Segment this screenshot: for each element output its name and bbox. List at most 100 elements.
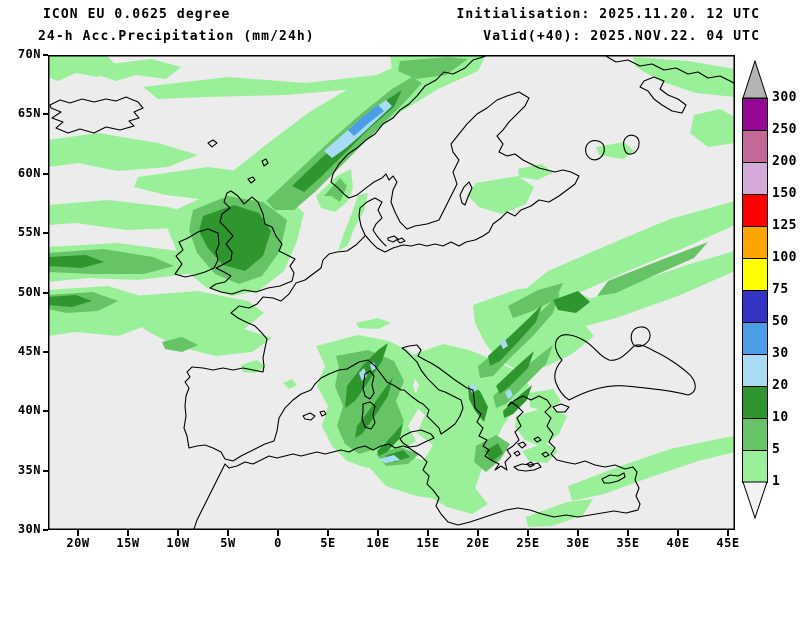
lon-tick-mark xyxy=(427,530,429,536)
precip-layer-30-50mm xyxy=(348,105,384,136)
colorbar-under-arrow xyxy=(742,481,768,523)
lat-tick-mark xyxy=(43,529,48,531)
map-area xyxy=(48,55,735,530)
colorbar-segment xyxy=(742,226,768,259)
model-title: ICON EU 0.0625 degree xyxy=(43,7,231,22)
lon-tick-label: 15W xyxy=(116,536,140,550)
coast-crete xyxy=(513,462,542,472)
colorbar-segment xyxy=(742,322,768,355)
coast-faroe xyxy=(207,139,218,148)
lat-tick-label: 65N xyxy=(17,106,41,121)
lon-tick-mark xyxy=(627,530,629,536)
lake-ladoga xyxy=(585,140,605,161)
lat-tick-label: 70N xyxy=(17,47,41,61)
colorbar-level-label: 20 xyxy=(772,378,789,393)
lat-tick-label: 60N xyxy=(17,165,41,180)
colorbar-level-label: 1 xyxy=(772,474,781,489)
colorbar-segment xyxy=(742,258,768,291)
colorbar-over-arrow xyxy=(742,59,768,103)
lat-tick-mark xyxy=(43,232,48,235)
lat-tick-label: 55N xyxy=(17,225,41,240)
coast-sea-of-azov xyxy=(630,326,651,348)
colorbar-level-label: 50 xyxy=(772,314,789,329)
lon-tick-mark xyxy=(327,530,329,536)
colorbar-segment xyxy=(742,450,768,483)
colorbar-segment xyxy=(742,290,768,323)
init-time: Initialisation: 2025.11.20. 12 UTC xyxy=(456,7,760,22)
colorbar-level-label: 30 xyxy=(772,346,789,361)
coast-sardinia xyxy=(361,401,376,430)
lon-tick-mark xyxy=(677,530,679,536)
lon-tick-label: 10W xyxy=(166,536,190,550)
lon-tick-label: 0 xyxy=(274,536,282,550)
lon-tick-label: 20W xyxy=(66,536,90,550)
coast-cyprus xyxy=(601,472,626,484)
lat-tick-mark xyxy=(43,410,48,413)
coast-aegean-islands xyxy=(513,436,550,468)
coast-scandinavia-baltic xyxy=(330,55,580,253)
coast-marmara xyxy=(552,403,570,413)
coast-white-sea xyxy=(639,76,687,114)
lon-tick-mark xyxy=(727,530,729,536)
colorbar-segment xyxy=(742,418,768,451)
lon-tick-mark xyxy=(527,530,529,536)
lon-tick-label: 45E xyxy=(716,536,740,550)
coast-ireland xyxy=(174,228,220,278)
coast-great-britain xyxy=(209,190,296,295)
lake-onega xyxy=(623,134,640,155)
coast-gotland xyxy=(459,181,473,206)
coastlines xyxy=(49,55,735,530)
lat-tick-mark xyxy=(43,113,48,116)
colorbar-segment xyxy=(742,162,768,195)
lat-tick-mark xyxy=(43,291,48,294)
coast-shetland xyxy=(261,158,269,167)
coast-west-europe-mediterranean-africa xyxy=(183,235,641,530)
lon-tick-label: 20E xyxy=(466,536,490,550)
map-frame xyxy=(48,55,735,530)
colorbar-segment xyxy=(742,386,768,419)
colorbar-level-label: 150 xyxy=(772,186,797,201)
product-title: 24-h Acc.Precipitation (mm/24h) xyxy=(38,29,315,44)
colorbar-level-label: 5 xyxy=(772,442,781,457)
colorbar-level-label: 300 xyxy=(772,90,797,105)
lat-tick-mark xyxy=(43,54,48,56)
coast-corsica xyxy=(362,370,375,400)
lat-tick-label: 30N xyxy=(17,522,41,536)
colorbar-level-label: 75 xyxy=(772,282,789,297)
colorbar-segment xyxy=(742,194,768,227)
coast-sicily xyxy=(399,429,435,448)
coast-balearics xyxy=(302,410,327,421)
lat-tick-label: 35N xyxy=(17,462,41,477)
lon-tick-label: 25E xyxy=(516,536,540,550)
lon-tick-mark xyxy=(577,530,579,536)
lat-tick-mark xyxy=(43,350,48,353)
colorbar-level-label: 10 xyxy=(772,410,789,425)
lat-tick-label: 50N xyxy=(17,284,41,299)
lon-tick-mark xyxy=(77,530,79,536)
coast-kola xyxy=(603,55,735,85)
lat-tick-mark xyxy=(43,469,48,472)
colorbar-level-label: 250 xyxy=(772,122,797,137)
lon-tick-label: 5W xyxy=(220,536,236,550)
coast-danish-isles xyxy=(387,235,406,244)
lon-tick-mark xyxy=(477,530,479,536)
lon-tick-mark xyxy=(377,530,379,536)
colorbar-segment xyxy=(742,130,768,163)
lon-tick-label: 35E xyxy=(616,536,640,550)
colorbar-segment xyxy=(742,354,768,387)
coast-black-sea xyxy=(554,334,696,401)
colorbar-level-label: 100 xyxy=(772,250,797,265)
lon-tick-label: 5E xyxy=(320,536,336,550)
lon-tick-mark xyxy=(277,530,279,536)
valid-time: Valid(+40): 2025.NOV.22. 04 UTC xyxy=(483,29,760,44)
lat-tick-label: 45N xyxy=(17,343,41,358)
colorbar-level-label: 200 xyxy=(772,154,797,169)
lat-tick-mark xyxy=(43,172,48,175)
colorbar-level-label: 125 xyxy=(772,218,797,233)
coast-orkney xyxy=(247,176,256,184)
lon-tick-mark xyxy=(127,530,129,536)
colorbar-segment xyxy=(742,98,768,131)
lon-tick-mark xyxy=(177,530,179,536)
lat-tick-label: 40N xyxy=(17,403,41,418)
